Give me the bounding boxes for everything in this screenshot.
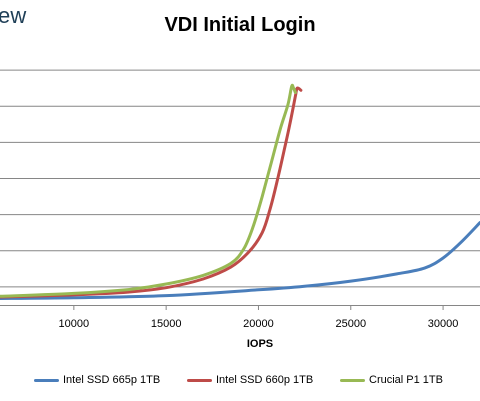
legend-label-crucial-p1: Crucial P1 1TB [369,374,443,386]
legend-label-intel-660p: Intel SSD 660p 1TB [216,374,314,386]
gridlines [0,69,480,288]
legend-swatch-intel-660p [187,378,212,382]
x-tick-label: 10000 [59,318,90,330]
legend-swatch-crucial-p1 [340,378,365,382]
chart-title: VDI Initial Login [164,14,316,36]
x-tick-label: 20000 [243,318,274,330]
series-line-intel-665p [0,221,480,300]
legend-item-crucial-p1: Crucial P1 1TB [340,373,443,387]
x-tick-label: 25000 [335,318,366,330]
legend-item-intel-660p: Intel SSD 660p 1TB [187,373,313,387]
chart-legend: Intel SSD 665p 1TB Intel SSD 660p 1TB Cr… [0,373,480,387]
x-axis-title: IOPS [246,338,274,350]
x-axis-ticks: 10000 15000 20000 25000 30000 [59,305,459,330]
legend-item-intel-665p: Intel SSD 665p 1TB [34,373,160,387]
series-lines [0,83,480,300]
series-line-crucial-p1 [0,83,297,298]
legend-swatch-intel-665p [34,378,59,382]
x-tick-label: 30000 [428,318,459,330]
legend-label-intel-665p: Intel SSD 665p 1TB [63,374,161,386]
series-line-intel-660p [0,86,303,299]
x-tick-label: 15000 [151,318,182,330]
brand-logo-text: ew [0,3,27,28]
